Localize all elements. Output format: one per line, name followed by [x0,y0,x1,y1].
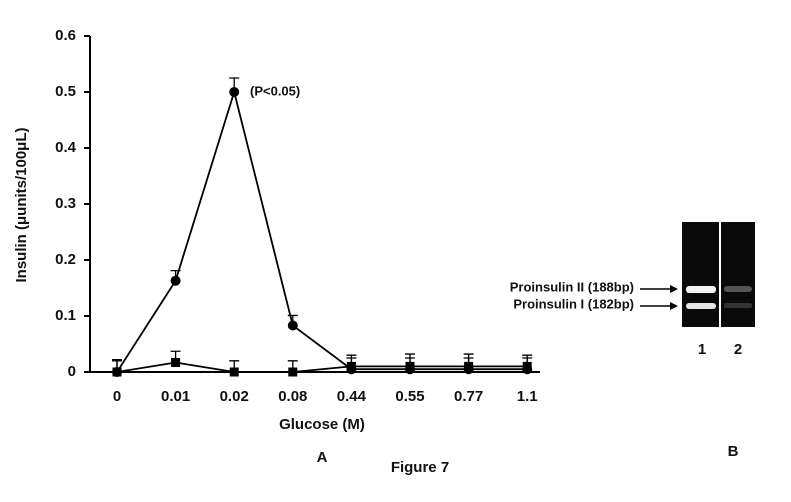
marker [171,357,181,367]
lane-label: 2 [734,341,742,358]
marker [464,361,474,371]
arrow-head [670,302,678,310]
marker [287,320,298,331]
x-tick-label: 0.01 [161,388,190,405]
x-tick-label: 0.55 [395,388,424,405]
x-tick-label: 0.44 [337,388,367,405]
y-tick-label: 0.1 [55,307,76,324]
band-label: Proinsulin II (188bp) [510,279,634,294]
marker [346,361,356,371]
gel-band [686,286,716,293]
gel [640,222,755,327]
marker [288,367,298,377]
gel-background [682,222,755,327]
x-tick-label: 0.08 [278,388,307,405]
x-tick-label: 0.02 [220,388,249,405]
y-axis-title: Insulin (μunits/100μL) [13,127,30,282]
marker [405,361,415,371]
x-tick-label: 0 [113,388,121,405]
marker [112,367,122,377]
x-tick-label: 0.77 [454,388,483,405]
series-line [116,88,528,373]
caption: Figure 7 [391,459,449,476]
marker [522,361,532,371]
gel-band [724,303,752,308]
y-tick-label: 0 [68,363,76,380]
series-line [116,361,528,373]
y-tick-label: 0.6 [55,27,76,44]
arrow-head [670,285,678,293]
gel-band [724,286,752,292]
marker [170,275,181,286]
gel-band [686,303,716,309]
x-axis-title: Glucose (M) [279,416,365,433]
marker [229,87,240,97]
y-tick-label: 0.2 [55,251,76,268]
annotation: (P<0.05) [250,83,300,98]
panel-label: B [728,443,739,460]
panel-label: A [317,449,328,466]
y-tick-label: 0.4 [55,139,77,156]
marker [229,367,239,377]
y-tick-label: 0.5 [55,83,76,100]
x-tick-label: 1.1 [517,388,538,405]
lane-label: 1 [698,341,706,358]
band-label: Proinsulin I (182bp) [513,296,634,311]
y-tick-label: 0.3 [55,195,76,212]
